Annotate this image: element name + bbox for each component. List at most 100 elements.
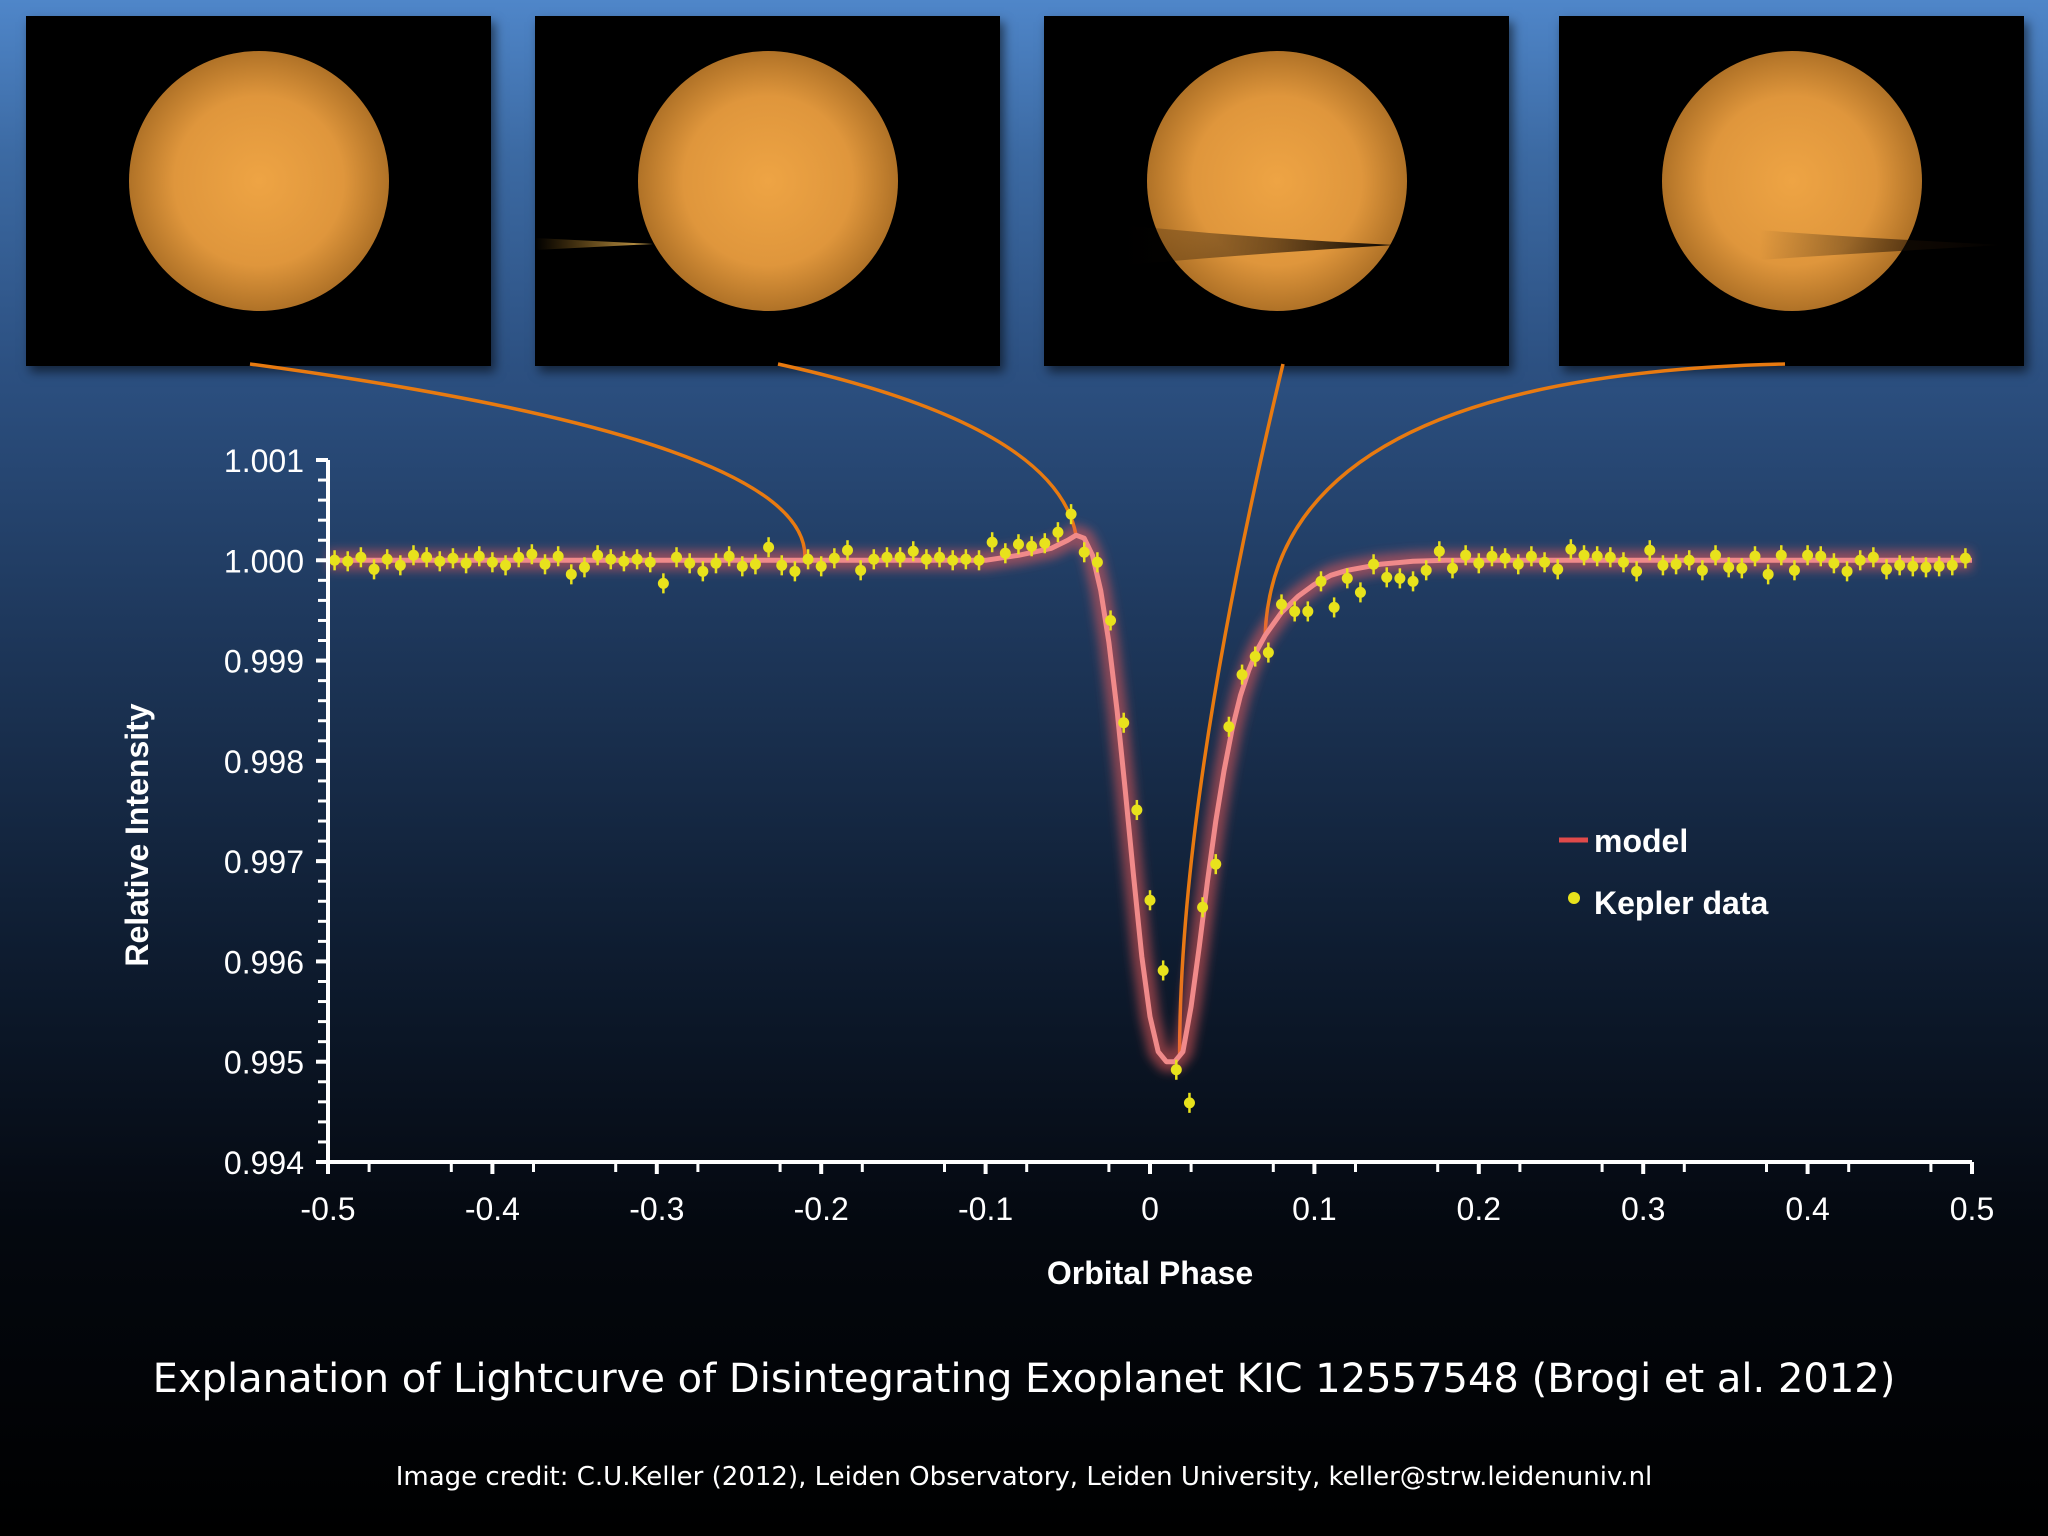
- data-point: [447, 552, 459, 564]
- data-point: [1012, 538, 1024, 550]
- data-point: [1328, 601, 1340, 613]
- x-tick-label: 0.2: [1457, 1191, 1501, 1227]
- data-point: [684, 557, 696, 569]
- data-point: [960, 553, 972, 565]
- y-tick-label: 0.997: [224, 844, 304, 880]
- data-point: [1710, 549, 1722, 561]
- data-point: [973, 554, 985, 566]
- legend-model-label: model: [1594, 823, 1688, 859]
- connector-line: [1263, 362, 1786, 636]
- x-tick-label: -0.1: [958, 1191, 1013, 1227]
- x-tick-label: 0: [1141, 1191, 1159, 1227]
- data-point: [500, 559, 512, 571]
- x-tick-label: 0.5: [1950, 1191, 1994, 1227]
- transit-panel-1: [26, 16, 491, 366]
- data-point: [434, 555, 446, 567]
- kepler-data-points: [329, 504, 1971, 1113]
- data-point: [907, 545, 919, 557]
- data-point: [1210, 858, 1222, 870]
- model-line: [328, 532, 1972, 1065]
- data-point: [1867, 551, 1879, 563]
- data-point: [736, 560, 748, 572]
- data-point: [1723, 561, 1735, 573]
- data-point: [592, 549, 604, 561]
- data-point: [1749, 550, 1761, 562]
- x-axis-label: Orbital Phase: [1047, 1255, 1253, 1291]
- data-point: [342, 555, 354, 567]
- data-point: [1959, 552, 1971, 564]
- data-point: [486, 556, 498, 568]
- data-point: [1539, 556, 1551, 568]
- data-point: [526, 548, 538, 560]
- data-point: [1157, 964, 1169, 976]
- star-disk: [129, 51, 389, 311]
- data-point: [407, 549, 419, 561]
- data-point: [1433, 545, 1445, 557]
- x-tick-label: 0.3: [1621, 1191, 1665, 1227]
- planet-dust-tail: [535, 238, 653, 250]
- data-point: [881, 551, 893, 563]
- data-point: [578, 561, 590, 573]
- data-point: [749, 558, 761, 570]
- data-point: [1381, 571, 1393, 583]
- data-point: [565, 568, 577, 580]
- data-point: [1578, 549, 1590, 561]
- data-point: [1854, 554, 1866, 566]
- data-point: [1604, 551, 1616, 563]
- data-point: [1486, 550, 1498, 562]
- model-line-glow: [328, 525, 1972, 1072]
- data-point: [1249, 651, 1261, 663]
- data-point: [1696, 564, 1708, 576]
- data-point: [1657, 559, 1669, 571]
- data-point: [1276, 598, 1288, 610]
- data-point: [1828, 557, 1840, 569]
- x-tick-label: -0.5: [300, 1191, 355, 1227]
- data-point: [355, 551, 367, 563]
- panel-connectors: [249, 362, 1786, 1056]
- data-point: [1341, 572, 1353, 584]
- y-axis-label: Relative Intensity: [119, 703, 155, 966]
- data-point: [1394, 572, 1406, 584]
- transit-panel-4: [1559, 16, 2024, 366]
- data-point: [1091, 556, 1103, 568]
- data-point: [1565, 543, 1577, 555]
- data-point: [986, 536, 998, 548]
- data-point: [920, 553, 932, 565]
- data-point: [802, 553, 814, 565]
- data-point: [1170, 1064, 1182, 1076]
- data-point: [1302, 605, 1314, 617]
- data-point: [1788, 564, 1800, 576]
- data-point: [828, 552, 840, 564]
- data-point: [1933, 560, 1945, 572]
- data-point: [552, 550, 564, 562]
- model-curve: [328, 525, 1972, 1072]
- data-point: [1683, 554, 1695, 566]
- data-point: [1407, 575, 1419, 587]
- data-point: [1762, 568, 1774, 580]
- data-point: [1446, 562, 1458, 574]
- data-point: [1617, 556, 1629, 568]
- data-point: [1775, 549, 1787, 561]
- star-disk: [638, 51, 898, 311]
- data-point: [1039, 537, 1051, 549]
- y-tick-label: 1.001: [224, 443, 304, 479]
- data-point: [1512, 558, 1524, 570]
- connector-line: [777, 362, 1078, 536]
- data-point: [1262, 647, 1274, 659]
- data-point: [1473, 557, 1485, 569]
- data-point: [421, 551, 433, 563]
- connector-line: [1177, 363, 1285, 1056]
- data-point: [1460, 549, 1472, 561]
- data-point: [842, 544, 854, 556]
- data-point: [710, 557, 722, 569]
- data-point: [1525, 550, 1537, 562]
- data-point: [1236, 669, 1248, 681]
- data-point: [1670, 558, 1682, 570]
- data-point: [1052, 526, 1064, 538]
- data-point: [1078, 546, 1090, 558]
- data-point: [1105, 614, 1117, 626]
- chart-legend: model Kepler data: [1559, 823, 1768, 921]
- data-point: [631, 553, 643, 565]
- data-point: [473, 550, 485, 562]
- data-point: [1118, 717, 1130, 729]
